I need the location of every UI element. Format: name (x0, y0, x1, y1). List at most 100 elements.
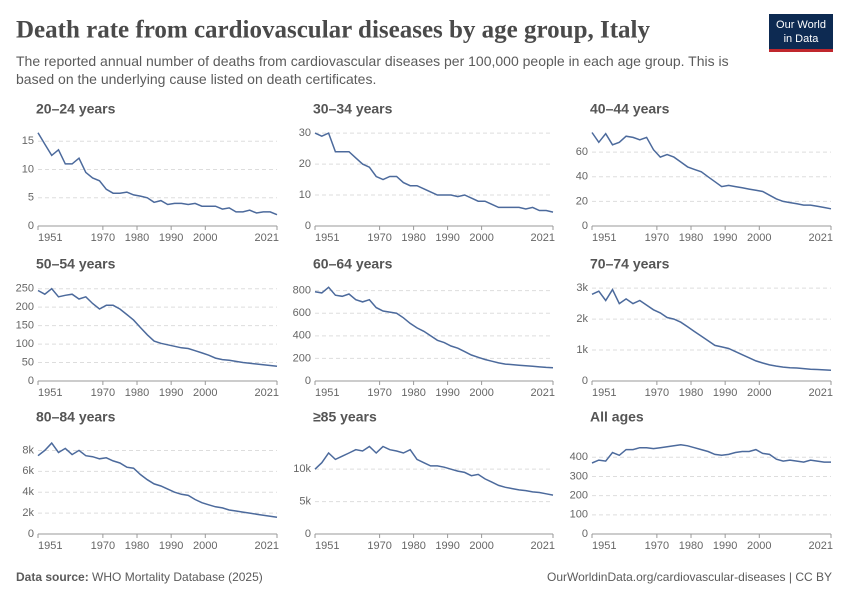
y-tick-label: 8k (22, 444, 34, 456)
x-tick-label: 1990 (159, 387, 183, 399)
x-tick-label: 1970 (367, 232, 391, 244)
x-tick-label: 1990 (713, 540, 737, 552)
y-tick-label: 60 (576, 146, 588, 158)
x-tick-label: 1980 (679, 540, 703, 552)
line (37, 132, 278, 216)
y-tick-label: 2k (22, 507, 34, 519)
y-tick-label: 100 (16, 338, 34, 350)
x-tick-label: 1990 (435, 232, 459, 244)
x-tick-label: 2000 (193, 387, 217, 399)
x-tick-label: 1970 (367, 540, 391, 552)
y-tick-label: 200 (16, 301, 34, 313)
x-tick-label: 2000 (747, 387, 771, 399)
x-tick-label: 1970 (645, 540, 669, 552)
y-tick-label: 0 (28, 528, 34, 540)
x-tick-label: 1951 (315, 540, 339, 552)
y-tick-label: 0 (28, 375, 34, 387)
x-tick-label: 1980 (679, 232, 703, 244)
x-tick-label: 1990 (435, 540, 459, 552)
y-tick-label: 5k (299, 495, 311, 507)
y-tick-label: 0 (305, 375, 311, 387)
y-tick-label: 30 (299, 127, 311, 139)
x-tick-label: 2000 (469, 387, 493, 399)
y-tick-label: 5 (28, 192, 34, 204)
x-tick-label: 2000 (747, 232, 771, 244)
x-tick-label: 2000 (193, 232, 217, 244)
y-tick-label: 200 (293, 352, 311, 364)
source: Data source: WHO Mortality Database (202… (16, 570, 263, 584)
x-tick-label: 1990 (713, 232, 737, 244)
x-tick-label: 1951 (38, 232, 62, 244)
x-tick-label: 1990 (159, 232, 183, 244)
y-tick-label: 4k (22, 486, 34, 498)
x-tick-label: 1990 (713, 387, 737, 399)
x-tick-label: 2000 (469, 540, 493, 552)
panel-title: 20–24 years (36, 101, 116, 117)
x-tick-label: 1980 (679, 387, 703, 399)
line (314, 132, 554, 213)
x-tick-label: 1980 (401, 540, 425, 552)
y-tick-label: 40 (576, 171, 588, 183)
y-tick-label: 0 (582, 375, 588, 387)
x-tick-label: 2021 (531, 540, 555, 552)
y-tick-label: 0 (305, 220, 311, 232)
x-tick-label: 1970 (645, 232, 669, 244)
y-tick-label: 10 (22, 163, 34, 175)
y-tick-label: 6k (22, 465, 34, 477)
logo: Our World in Data (769, 14, 833, 52)
source-label: Data source: (16, 570, 89, 584)
x-tick-label: 2021 (531, 232, 555, 244)
y-tick-label: 3k (576, 282, 588, 294)
y-tick-label: 400 (570, 451, 588, 463)
x-tick-label: 1951 (592, 232, 616, 244)
x-tick-label: 1990 (159, 540, 183, 552)
x-tick-label: 2021 (531, 387, 555, 399)
line (591, 132, 832, 210)
y-tick-label: 0 (305, 528, 311, 540)
logo-text: Our World (776, 19, 826, 31)
x-tick-label: 2021 (255, 540, 279, 552)
x-tick-label: 1951 (315, 387, 339, 399)
y-tick-label: 400 (293, 330, 311, 342)
x-tick-label: 1970 (91, 232, 115, 244)
y-tick-label: 20 (299, 158, 311, 170)
panel-title: 60–64 years (313, 256, 393, 272)
x-tick-label: 1951 (38, 540, 62, 552)
credit: OurWorldinData.org/cardiovascular-diseas… (547, 570, 832, 584)
x-tick-label: 1980 (125, 540, 149, 552)
y-tick-label: 50 (22, 356, 34, 368)
x-tick-label: 1951 (315, 232, 339, 244)
line (591, 288, 832, 371)
x-tick-label: 2000 (747, 540, 771, 552)
y-tick-label: 600 (293, 307, 311, 319)
x-tick-label: 1951 (38, 387, 62, 399)
logo-box (769, 14, 833, 50)
y-tick-label: 200 (570, 490, 588, 502)
chart-title: Death rate from cardiovascular diseases … (16, 17, 650, 44)
x-tick-label: 1980 (125, 232, 149, 244)
y-tick-label: 0 (28, 220, 34, 232)
panel-title: All ages (590, 409, 644, 425)
logo-bar (769, 49, 833, 52)
y-tick-label: 15 (22, 135, 34, 147)
panel-title: 70–74 years (590, 256, 670, 272)
x-tick-label: 2000 (193, 540, 217, 552)
y-tick-label: 250 (16, 283, 34, 295)
y-tick-label: 20 (576, 195, 588, 207)
panel-title: 30–34 years (313, 101, 393, 117)
panel-title: 40–44 years (590, 101, 670, 117)
subtitle: The reported annual number of deaths fro… (16, 53, 729, 87)
y-tick-label: 800 (293, 285, 311, 297)
y-tick-label: 0 (582, 220, 588, 232)
x-tick-label: 1970 (645, 387, 669, 399)
x-tick-label: 1951 (592, 540, 616, 552)
line (314, 286, 554, 369)
x-tick-label: 1970 (91, 540, 115, 552)
x-tick-label: 2021 (255, 387, 279, 399)
y-tick-label: 300 (570, 470, 588, 482)
x-tick-label: 2021 (809, 232, 833, 244)
y-tick-label: 1k (576, 344, 588, 356)
x-tick-label: 2000 (469, 232, 493, 244)
line (591, 444, 831, 464)
